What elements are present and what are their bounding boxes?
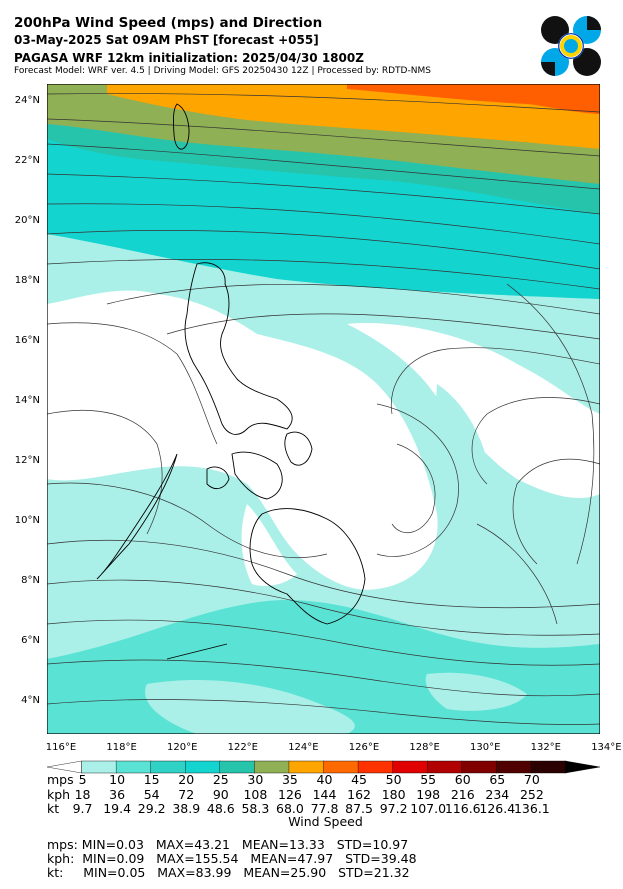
longitude-label: 132°E [530,742,561,753]
latitude-label: 4°N [21,695,40,706]
longitude-label: 122°E [227,742,258,753]
colorbar-tick-mps: 25 [212,772,229,787]
initialization-line: PAGASA WRF 12km initialization: 2025/04/… [14,51,364,65]
speed-band-calm [347,323,600,499]
colorbar-tick-mps: 50 [385,772,402,787]
colorbar-tick-kph: 234 [485,787,510,802]
colorbar-tick-mps: 5 [78,772,87,787]
colorbar-tick-kt: 77.8 [310,801,339,816]
philippines-coastline [96,103,366,660]
longitude-label: 126°E [348,742,380,753]
longitude-label: 120°E [166,742,198,753]
palawan-outline [96,453,178,580]
panay-outline [206,466,230,490]
colorbar-tick-kt: 68.0 [276,801,304,816]
latitude-label: 12°N [14,455,40,466]
colorbar-tick-kph: 162 [347,787,371,802]
colorbar-tick-mps: 70 [523,772,540,787]
latitude-label: 18°N [14,275,40,286]
speed-band-5-10 [425,672,527,711]
colorbar-tick-mps: 60 [454,772,471,787]
colorbar-tick-kph: 198 [416,787,441,802]
stats-kph: kph: MIN=0.09 MAX=155.54 MEAN=47.97 STD=… [47,851,417,866]
colorbar-tick-kt: 87.5 [345,801,373,816]
colorbar-tick-kt: 38.9 [172,801,201,816]
colorbar-tick-kph: 36 [109,787,126,802]
colorbar-tick-kt: 48.6 [206,801,235,816]
colorbar-tick-mps: 35 [281,772,298,787]
latitude-label: 10°N [14,515,40,526]
colorbar-tick-mps: 10 [109,772,126,787]
latitude-label: 20°N [14,215,40,226]
colorbar-tick-mps: 30 [247,772,264,787]
sulu-islands-outline [166,643,228,660]
longitude-label: 128°E [409,742,440,753]
unit-label-kph: kph [47,787,71,802]
colorbar-row-mps: mps 5 10 15 20 25 30 35 40 45 50 55 60 65 70 [47,772,607,787]
visayas-outline [231,451,283,500]
longitude-label: 116°E [45,742,77,753]
map-title: 200hPa Wind Speed (mps) and Direction [14,15,323,31]
colorbar-tick-kt: 136.1 [513,801,550,816]
samar-outline [284,431,313,466]
longitude-label: 134°E [591,742,622,753]
latitude-label: 16°N [14,335,40,346]
colorbar-tick-mps: 15 [143,772,160,787]
latitude-label: 6°N [21,635,40,646]
taiwan-outline [173,103,190,150]
colorbar-tick-kph: 54 [143,787,160,802]
speed-band-5-10 [145,679,355,734]
colorbar-tick-kt: 9.7 [72,801,93,816]
colorbar-tick-kph: 90 [212,787,229,802]
colorbar-tick-kt: 107.0 [410,801,447,816]
colorbar-tick-kt: 116.6 [444,801,481,816]
luzon-outline [184,262,293,435]
latitude-label: 22°N [14,155,40,166]
stats-kt: kt: MIN=0.05 MAX=83.99 MEAN=25.90 STD=21… [47,865,410,880]
colorbar-tick-mps: 65 [489,772,506,787]
unit-label-kt: kt [47,801,60,816]
mindanao-outline [249,508,366,625]
wind-speed-map [47,84,600,734]
colorbar-tick-kph: 18 [74,787,91,802]
latitude-label: 24°N [14,95,40,106]
colorbar [47,760,600,774]
colorbar-tick-kt: 29.2 [137,801,166,816]
colorbar-tick-kph: 144 [312,787,337,802]
latitude-label: 8°N [21,575,40,586]
longitude-label: 130°E [469,742,501,753]
unit-label-mps: mps [47,772,74,787]
colorbar-tick-kph: 216 [450,787,475,802]
colorbar-tick-kph: 252 [519,787,544,802]
colorbar-tick-kph: 180 [381,787,406,802]
colorbar-tick-kt: 19.4 [103,801,132,816]
colorbar-segment [565,760,600,774]
colorbar-tick-kph: 108 [243,787,268,802]
colorbar-tick-mps: 45 [351,772,368,787]
speed-band-40-45 [347,84,600,114]
longitude-label: 118°E [106,742,137,753]
colorbar-tick-mps: 20 [178,772,195,787]
colorbar-tick-kt: 126.4 [479,801,516,816]
colorbar-tick-mps: 55 [420,772,437,787]
colorbar-tick-kt: 58.3 [241,801,270,816]
speed-band-calm [241,504,297,586]
colorbar-row-kph: kph 18 36 54 72 90 108 126 144 162 180 198 216 234 25… [47,787,607,802]
pagasa-logo [541,16,601,76]
forecast-date-line: 03-May-2025 Sat 09AM PhST [forecast +055… [14,33,319,47]
latitude-label: 14°N [14,395,40,406]
colorbar-row-kt: kt 9.7 19.4 29.2 38.9 48.6 58.3 68.0 77.8 87.5 97… [47,801,607,816]
model-info-line: Forecast Model: WRF ver. 4.5 | Driving M… [14,66,431,76]
wind-streamlines [47,93,600,725]
colorbar-title: Wind Speed [288,814,363,829]
speed-band-5-10 [435,384,493,527]
stats-mps: mps: MIN=0.03 MAX=43.21 MEAN=13.33 STD=1… [47,837,409,852]
longitude-label: 124°E [288,742,319,753]
colorbar-tick-kph: 126 [278,787,302,802]
colorbar-tick-kph: 72 [178,787,195,802]
colorbar-tick-kt: 97.2 [379,801,408,816]
speed-band-calm [47,290,438,590]
colorbar-tick-mps: 40 [316,772,333,787]
